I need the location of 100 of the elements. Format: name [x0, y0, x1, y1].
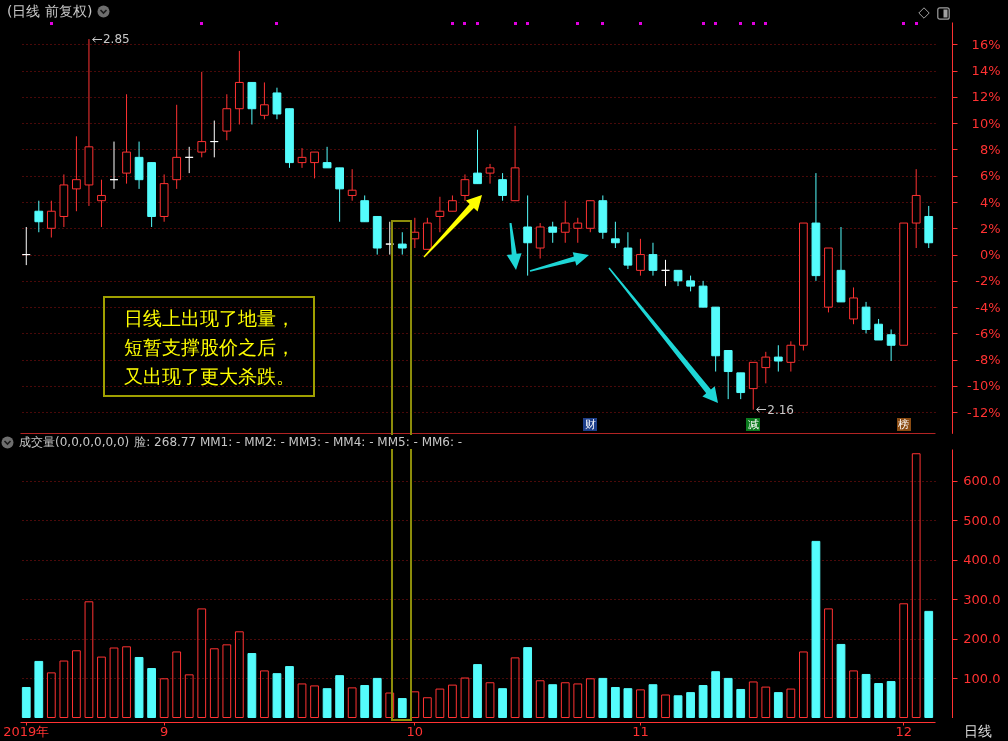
candlestick [272, 87, 282, 120]
bar [548, 684, 558, 718]
bar [786, 688, 796, 718]
bar [448, 684, 457, 718]
bar [648, 684, 658, 718]
candlestick [874, 318, 883, 341]
candlestick [322, 146, 332, 169]
bar [498, 688, 507, 718]
bar [209, 648, 219, 718]
bar [122, 646, 131, 718]
y-tick-label: 0% [979, 247, 1001, 263]
bar [310, 685, 319, 718]
bar [159, 678, 169, 718]
bar [285, 666, 294, 718]
y-tick-label: -2% [975, 273, 1001, 289]
bar [335, 675, 345, 718]
y-tick-label: 10% [971, 115, 1001, 131]
bar [748, 681, 758, 718]
bar [322, 688, 332, 718]
bar [72, 650, 81, 718]
bar [147, 668, 156, 718]
candlestick [72, 135, 81, 212]
bar [636, 689, 645, 718]
y-tick-label: -6% [975, 325, 1001, 341]
bar [134, 656, 144, 718]
y-tick-label: 300.0 [963, 591, 1001, 607]
bar [560, 682, 570, 718]
bar [222, 644, 232, 718]
bar [661, 694, 670, 718]
x-tick-label: 12 [895, 723, 912, 739]
candlestick [297, 147, 307, 169]
bar [598, 677, 608, 718]
candlestick [623, 231, 633, 270]
y-tick-label: 2% [979, 220, 1001, 236]
candlestick [648, 242, 658, 277]
bar [59, 660, 69, 718]
y-tick-label: 500.0 [963, 512, 1001, 528]
bar [698, 685, 708, 718]
candlestick [849, 286, 858, 325]
bar [109, 647, 119, 718]
y-tick-label: 400.0 [963, 552, 1001, 568]
bar [21, 686, 31, 718]
bar [723, 677, 733, 718]
candlestick [435, 196, 445, 233]
annotation: 日线上出现了地量，短暂支撑股价之后，又出现了更大杀跌。 [103, 296, 315, 397]
bar [172, 651, 182, 718]
bar [435, 688, 445, 718]
bar [473, 664, 482, 718]
text: 日线 [962, 723, 993, 739]
bar [360, 685, 370, 718]
bar [836, 643, 846, 718]
y-tick-label: 600.0 [963, 473, 1001, 489]
bar [535, 680, 545, 718]
bar [272, 673, 282, 718]
y-tick-label: -4% [975, 299, 1001, 315]
candlestick [761, 351, 771, 384]
candlestick [560, 200, 570, 244]
bar [34, 660, 44, 718]
bar [234, 631, 244, 718]
candlestick [97, 179, 106, 228]
bar [610, 686, 620, 718]
candlestick [736, 372, 746, 400]
candlestick [310, 151, 319, 179]
candlestick [473, 129, 482, 185]
candlestick [498, 172, 507, 202]
bar [824, 608, 833, 718]
candlestick [222, 93, 232, 141]
candlestick [172, 104, 182, 190]
bar [861, 673, 871, 718]
x-tick-label: 10 [406, 723, 424, 739]
bar [523, 647, 533, 718]
bar [385, 692, 395, 718]
candlestick [610, 221, 620, 249]
candlestick [485, 163, 495, 185]
bar [422, 697, 432, 718]
x-tick-label: 2019年 [3, 723, 50, 739]
text: 财 [584, 418, 596, 432]
bar [773, 692, 783, 718]
candlestick [861, 301, 871, 334]
bar [46, 672, 56, 718]
candlestick [773, 344, 783, 373]
bar [849, 670, 858, 718]
candlestick [34, 200, 44, 233]
chart-title: (日线 前复权) [7, 3, 93, 19]
y-tick-label: 100.0 [963, 670, 1001, 686]
annotation: 2.16 [767, 402, 794, 417]
y-tick-label: -12% [966, 404, 1001, 420]
bar [761, 686, 771, 718]
y-tick-label: 200.0 [963, 631, 1001, 647]
candlestick [360, 194, 370, 223]
bar [260, 670, 269, 718]
bar [485, 682, 495, 718]
y-tick-label: 12% [971, 89, 1001, 105]
candlestick [698, 280, 708, 308]
bar [623, 688, 633, 718]
x-tick-label: 11 [632, 723, 649, 739]
candlestick [335, 167, 345, 223]
bar [573, 683, 583, 718]
bar [686, 692, 695, 718]
bar [811, 540, 821, 718]
